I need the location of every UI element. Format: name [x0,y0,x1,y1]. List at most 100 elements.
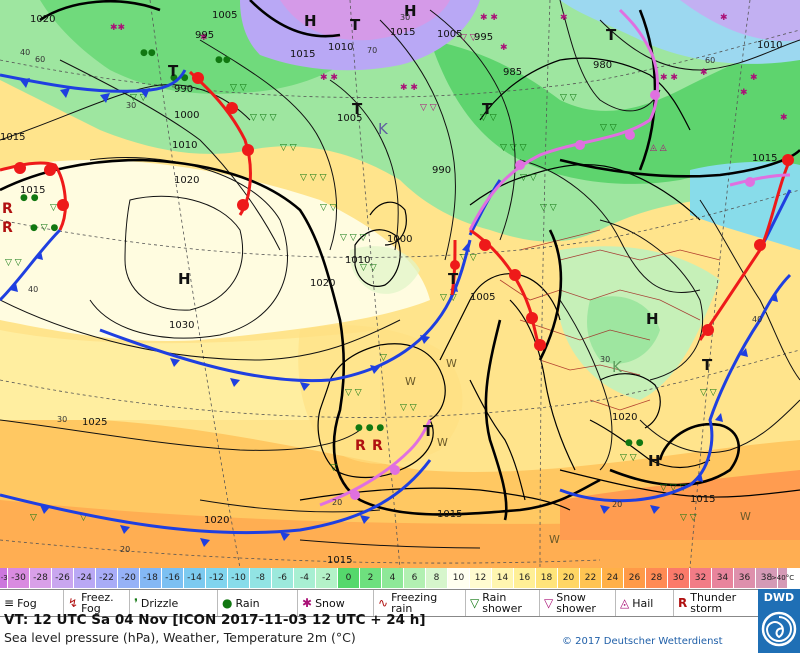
scale-cell: 24 [602,568,624,588]
svg-text:▽ ▽: ▽ ▽ [130,93,147,103]
svg-text:● ▽ ●: ● ▽ ● [30,223,58,233]
isobar-label: 1020 [310,278,335,289]
wind-marker: W [549,533,560,546]
isobar-label: 1005 [437,29,462,40]
svg-text:▽ ▽: ▽ ▽ [600,123,617,133]
svg-text:▽ ▽: ▽ ▽ [620,453,637,463]
high-center-marker: H [304,12,317,30]
scale-cell: 18 [536,568,558,588]
isobar-label: 1005 [337,113,362,124]
temperature-color-scale: <-30 -30-28-26-24-22-20-18-16-14-12-10-8… [0,568,794,588]
svg-text:▽ ▽: ▽ ▽ [560,93,577,103]
high-center-marker: H [178,270,191,288]
legend-label: Rain shower [482,591,522,615]
legend-drizzle: ❜ Drizzle [130,590,218,616]
scale-cell: -22 [96,568,118,588]
scale-cell: 26 [624,568,646,588]
weather-symbol-legend: ≡ Fog ↯ Freez. Fog ❜ Drizzle ● Rain ✱ Snow ∿ F… [0,589,758,617]
scale-high-end: >40 °C [771,568,794,588]
isobar-label: 1020 [204,515,229,526]
snow-shower-icon: ▽ [544,595,554,610]
drizzle-icon: ❜ [134,595,138,610]
legend-label: Freezing rain [391,591,438,615]
scale-cell: 20 [558,568,580,588]
scale-cell: 10 [448,568,470,588]
temperature-label: 30 [57,415,67,424]
scale-cell: 16 [514,568,536,588]
svg-text:▽ ▽: ▽ ▽ [345,388,362,398]
isobar-label: 1005 [212,10,237,21]
svg-text:▽ ▽: ▽ ▽ [440,293,457,303]
scale-cell: -4 [294,568,316,588]
low-center-marker: T [448,270,459,288]
isobar-label: 1020 [30,14,55,25]
svg-text:✱ ✱: ✱ ✱ [320,73,338,83]
isobar-label: 1000 [174,110,199,121]
scale-cell: -20 [118,568,140,588]
temperature-label: 40 [28,285,38,294]
isobar-label: 1010 [345,255,370,266]
legend-fog: ≡ Fog [0,590,64,616]
scale-cell: -2 [316,568,338,588]
legend-label: Snow shower [556,591,596,615]
svg-text:● ●: ● ● [20,193,39,203]
scale-cell: -12 [206,568,228,588]
isobar-label: 1020 [174,175,199,186]
legend-label: Drizzle [140,596,179,610]
wind-marker: W [437,436,448,449]
low-center-marker: T [350,16,361,34]
isobar-label: 1020 [612,412,637,423]
svg-text:✱ ✱: ✱ ✱ [400,83,418,93]
isobar-label: 1025 [82,417,107,428]
svg-text:▽ ▽ ▽: ▽ ▽ ▽ [250,113,277,123]
isobar-label: 985 [503,67,522,78]
svg-text:✱: ✱ [500,43,508,53]
scale-cell: -8 [250,568,272,588]
temperature-label: 60 [35,55,45,64]
isobar-label: 1015 [690,494,715,505]
svg-text:◬ ◬: ◬ ◬ [650,143,667,153]
freezing-rain-icon: ∿ [378,595,389,610]
isobar-label: 1015 [290,49,315,60]
low-center-marker: T [423,422,434,440]
scale-cell: 28 [646,568,668,588]
temperature-label: 30 [400,13,410,22]
scale-cell: 22 [580,568,602,588]
svg-text:●●: ●● [215,55,231,65]
svg-text:✱✱: ✱✱ [110,23,125,33]
isobar-label: 1010 [172,140,197,151]
legend-thunderstorm: R Thunder storm [674,590,758,616]
isobar-label: 995 [195,30,214,41]
low-center-marker: T [702,356,713,374]
scale-unit: °C [785,574,795,582]
svg-text:▽ ▽: ▽ ▽ [460,253,477,263]
scale-low-symbol: < [0,574,1,582]
isobar-label: 980 [593,60,612,71]
scale-cell: 32 [690,568,712,588]
temperature-label: 20 [612,500,622,509]
svg-text:▽ ▽ ▽: ▽ ▽ ▽ [500,143,527,153]
high-center-marker: H [646,310,659,328]
svg-text:▽ ▽: ▽ ▽ [230,83,247,93]
svg-text:● ●: ● ● [625,438,644,448]
svg-text:▽: ▽ [380,353,387,363]
rain-shower-icon: ▽ [470,595,480,610]
isobar-label: 1015 [437,509,462,520]
svg-text:▽ ▽: ▽ ▽ [480,113,497,123]
logo-text: DWD [763,591,795,604]
scale-cell: 14 [492,568,514,588]
scale-cell: 4 [382,568,404,588]
svg-text:✱: ✱ [780,113,788,123]
svg-text:▽ ▽ ▽: ▽ ▽ ▽ [660,483,687,493]
isobar-label: 1015 [20,185,45,196]
legend-snow-shower: ▽ Snow shower [540,590,616,616]
map-legend: <-30 -30-28-26-24-22-20-18-16-14-12-10-8… [0,568,800,653]
isobar-label: 1015 [752,153,777,164]
legend-label: Hail [632,596,654,610]
wind-marker: W [446,357,457,370]
svg-text:▽: ▽ [30,513,37,523]
low-center-marker: T [168,62,179,80]
scale-low-end: <-30 [0,568,12,588]
scale-cell: -24 [74,568,96,588]
svg-text:▽ ▽: ▽ ▽ [360,263,377,273]
